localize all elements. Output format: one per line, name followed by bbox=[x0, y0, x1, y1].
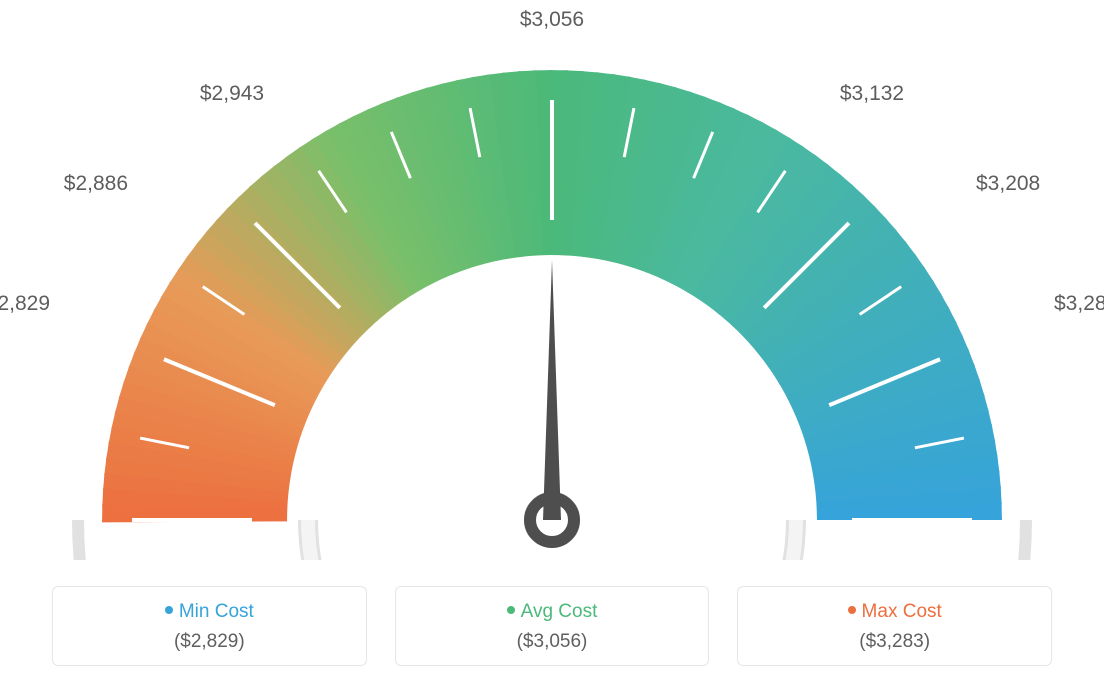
dot-icon bbox=[848, 606, 856, 614]
legend-max-card: Max Cost ($3,283) bbox=[737, 586, 1052, 666]
legend-min-value: ($2,829) bbox=[63, 631, 356, 653]
tick-label-3: $3,056 bbox=[520, 8, 584, 32]
legend-row: Min Cost ($2,829) Avg Cost ($3,056) Max … bbox=[52, 586, 1052, 666]
legend-max-value: ($3,283) bbox=[748, 631, 1041, 653]
tick-label-4: $3,132 bbox=[840, 82, 904, 106]
legend-min-card: Min Cost ($2,829) bbox=[52, 586, 367, 666]
legend-avg-card: Avg Cost ($3,056) bbox=[395, 586, 710, 666]
legend-min-label: Min Cost bbox=[63, 601, 356, 623]
tick-label-5: $3,208 bbox=[976, 172, 1040, 196]
dot-icon bbox=[165, 606, 173, 614]
gauge: $2,829 $2,886 $2,943 $3,056 $3,132 $3,20… bbox=[0, 0, 1104, 560]
gauge-chart-container: $2,829 $2,886 $2,943 $3,056 $3,132 $3,20… bbox=[0, 0, 1104, 690]
legend-avg-label: Avg Cost bbox=[406, 601, 699, 623]
legend-avg-label-text: Avg Cost bbox=[521, 601, 598, 622]
legend-avg-value: ($3,056) bbox=[406, 631, 699, 653]
tick-label-1: $2,886 bbox=[64, 172, 128, 196]
tick-label-6: $3,283 bbox=[1054, 292, 1104, 316]
legend-min-label-text: Min Cost bbox=[179, 601, 254, 622]
legend-max-label: Max Cost bbox=[748, 601, 1041, 623]
tick-label-2: $2,943 bbox=[200, 82, 264, 106]
gauge-svg bbox=[0, 0, 1104, 560]
tick-label-0: $2,829 bbox=[0, 292, 50, 316]
dot-icon bbox=[507, 606, 515, 614]
legend-max-label-text: Max Cost bbox=[862, 601, 942, 622]
